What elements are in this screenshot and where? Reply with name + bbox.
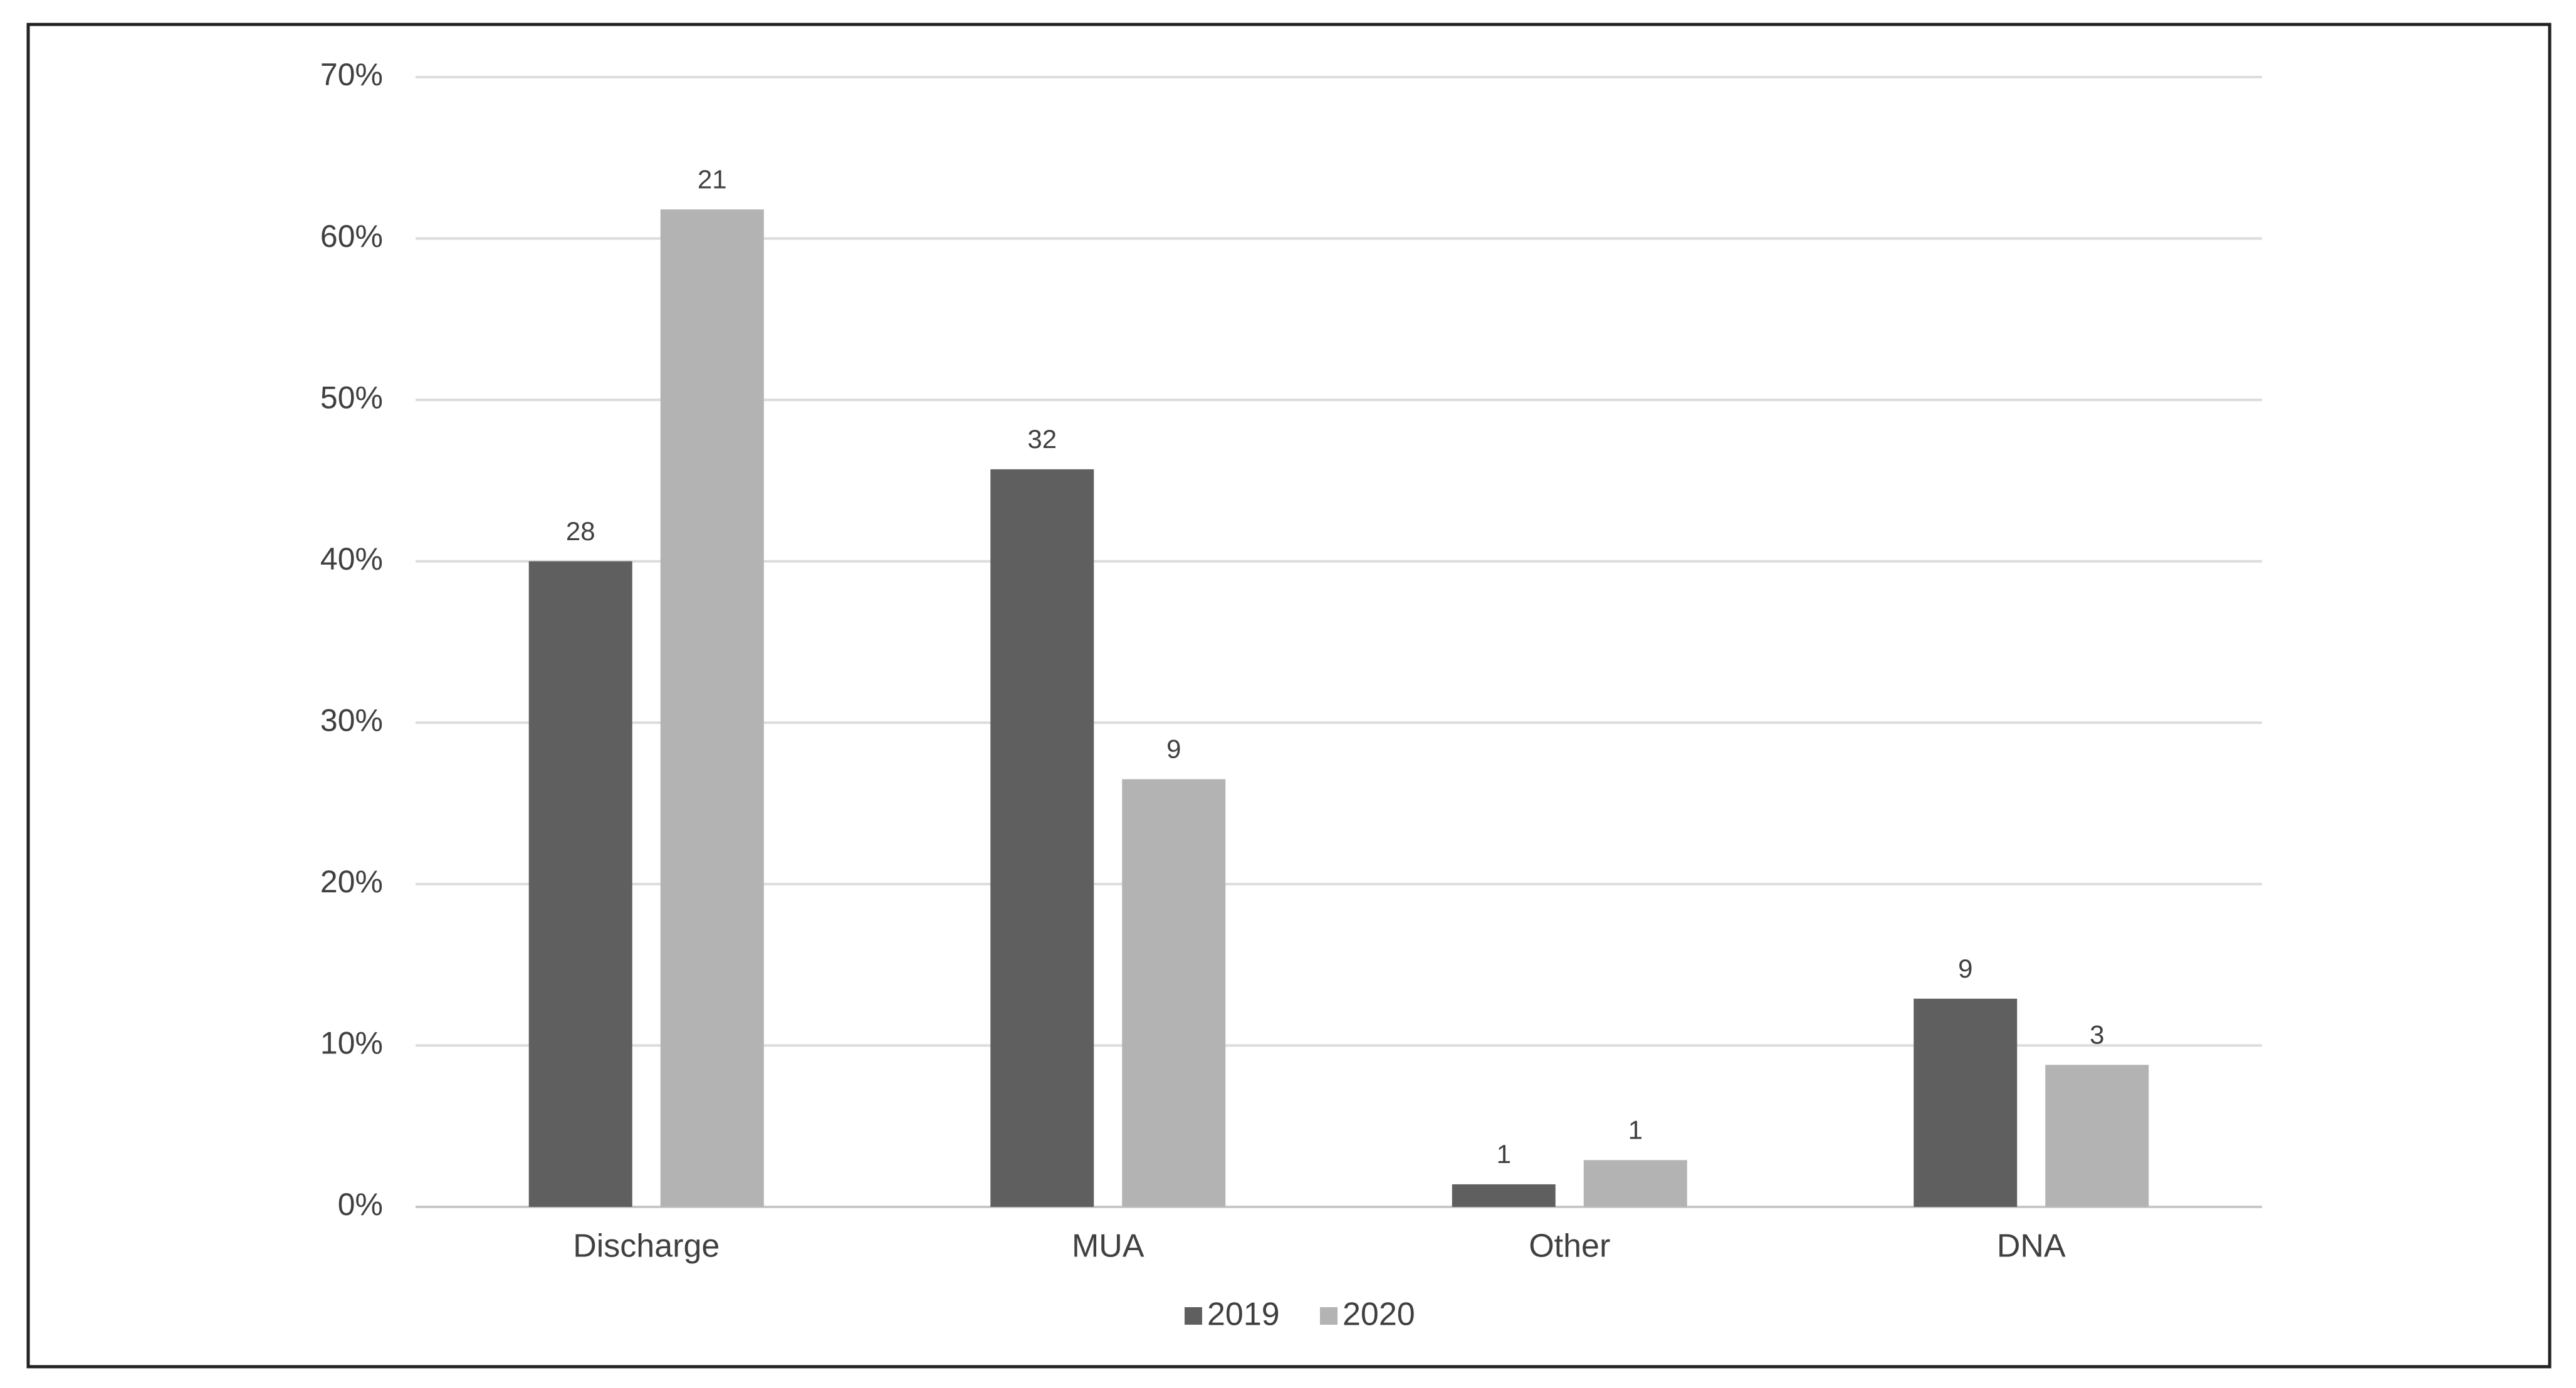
y-tick-label: 0% [338, 1187, 383, 1222]
x-tick-label: Other [1529, 1228, 1610, 1265]
legend-label: 2019 [1207, 1297, 1280, 1333]
legend-swatch [1185, 1307, 1202, 1325]
data-label: 28 [566, 516, 595, 546]
x-tick-label: DNA [1997, 1228, 2066, 1265]
bar [1583, 1160, 1687, 1207]
y-tick-label: 30% [320, 702, 383, 738]
data-label: 3 [2090, 1020, 2104, 1049]
bar [990, 469, 1094, 1207]
data-label: 9 [1166, 734, 1181, 764]
y-tick-label: 20% [320, 864, 383, 899]
bar [1452, 1184, 1556, 1207]
legend-label: 2020 [1343, 1297, 1415, 1333]
data-label: 9 [1958, 954, 1972, 983]
bar [660, 209, 764, 1208]
y-tick-label: 40% [320, 541, 383, 577]
bar [1914, 998, 2018, 1207]
bar [1122, 779, 1226, 1207]
y-tick-label: 70% [320, 57, 383, 92]
bar [528, 561, 632, 1207]
chart-frame [26, 23, 2552, 1369]
y-tick-label: 60% [320, 219, 383, 254]
data-label: 21 [698, 164, 727, 194]
data-label: 32 [1027, 424, 1057, 454]
bar [2045, 1065, 2149, 1207]
x-tick-label: MUA [1072, 1228, 1144, 1265]
x-tick-label: Discharge [573, 1228, 720, 1265]
data-label: 1 [1628, 1115, 1643, 1144]
y-tick-label: 10% [320, 1026, 383, 1061]
y-tick-label: 50% [320, 380, 383, 415]
data-label: 1 [1497, 1139, 1511, 1169]
legend-swatch [1320, 1307, 1338, 1325]
